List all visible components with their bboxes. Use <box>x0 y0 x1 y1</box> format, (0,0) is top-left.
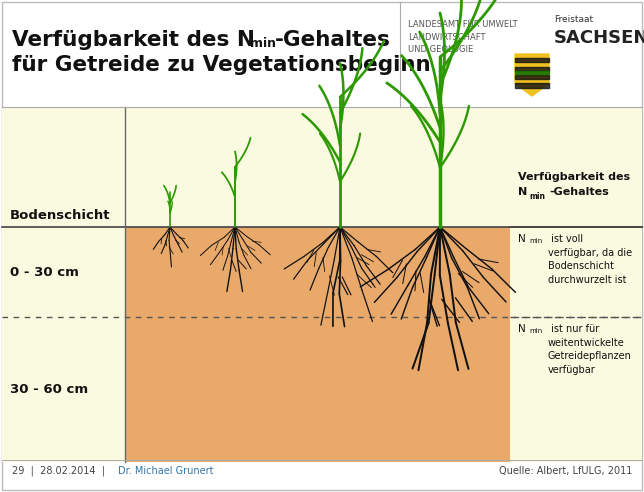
Text: min: min <box>529 328 542 334</box>
Text: Verfügbarkeit des: Verfügbarkeit des <box>518 172 630 182</box>
Polygon shape <box>515 71 549 74</box>
Text: 0 - 30 cm: 0 - 30 cm <box>10 266 79 278</box>
Polygon shape <box>515 66 549 71</box>
Text: Dr. Michael Grunert: Dr. Michael Grunert <box>118 466 214 476</box>
Text: N: N <box>518 187 527 197</box>
Text: -Gehaltes: -Gehaltes <box>275 30 391 50</box>
Text: Freistaat: Freistaat <box>554 15 593 24</box>
Text: Quelle: Albert, LfULG, 2011: Quelle: Albert, LfULG, 2011 <box>498 466 632 476</box>
Text: 30 - 60 cm: 30 - 60 cm <box>10 383 88 396</box>
Bar <box>125 227 510 462</box>
Polygon shape <box>515 84 549 88</box>
Polygon shape <box>515 75 549 79</box>
Bar <box>2 107 642 462</box>
Text: Bodenschicht: Bodenschicht <box>10 209 111 222</box>
Text: Verfügbarkeit des N: Verfügbarkeit des N <box>12 30 255 50</box>
Text: N: N <box>518 234 526 244</box>
Text: min: min <box>529 192 545 201</box>
Text: LANDESAMT FÜR UMWELT
LANDWIRTSCHAFT
UND GEOLOGIE: LANDESAMT FÜR UMWELT LANDWIRTSCHAFT UND … <box>408 20 518 54</box>
Text: ist voll
verfügbar, da die
Bodenschicht
durchwurzelt ist: ist voll verfügbar, da die Bodenschicht … <box>548 234 632 285</box>
Text: min: min <box>529 238 542 244</box>
Text: min: min <box>250 37 276 50</box>
Text: 29  |  28.02.2014  |: 29 | 28.02.2014 | <box>12 465 111 476</box>
Text: -Gehaltes: -Gehaltes <box>549 187 609 197</box>
Text: SACHSEN: SACHSEN <box>554 29 644 47</box>
Polygon shape <box>515 58 549 62</box>
Text: ist nur für
weitentwickelte
Getreidepflanzen
verfügbar: ist nur für weitentwickelte Getreidepfla… <box>548 324 632 375</box>
Text: für Getreide zu Vegetationsbeginn: für Getreide zu Vegetationsbeginn <box>12 55 431 75</box>
Text: N: N <box>518 324 526 334</box>
Polygon shape <box>515 54 549 96</box>
